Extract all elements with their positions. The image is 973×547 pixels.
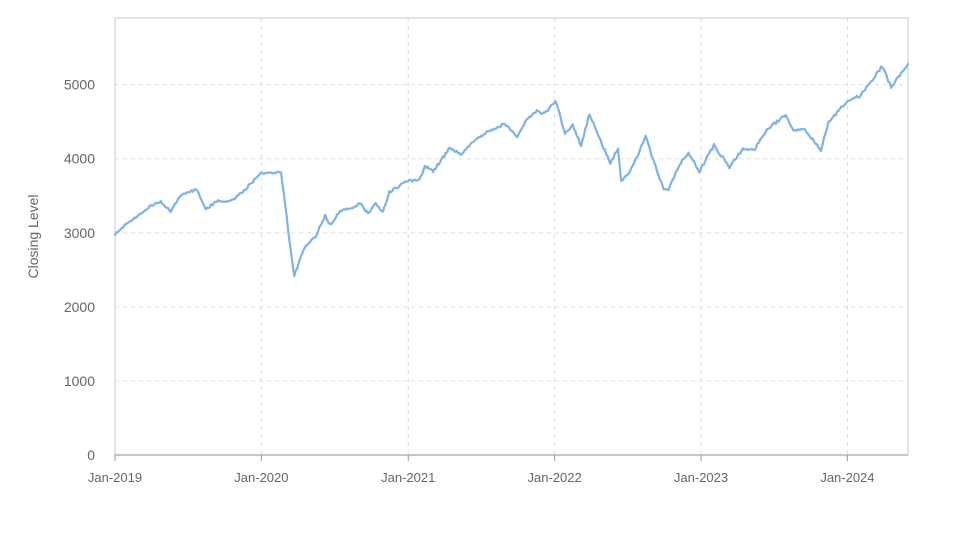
x-tick-label: Jan-2023 bbox=[674, 470, 728, 485]
x-tick-label: Jan-2024 bbox=[820, 470, 874, 485]
series-line bbox=[113, 62, 910, 278]
x-tick-label: Jan-2022 bbox=[528, 470, 582, 485]
grid-layer bbox=[115, 18, 908, 455]
x-tick-label: Jan-2020 bbox=[234, 470, 288, 485]
y-tick-label: 3000 bbox=[64, 225, 95, 241]
y-axis-title: Closing Level bbox=[25, 194, 41, 278]
series-layer bbox=[113, 62, 910, 278]
plot-border bbox=[114, 17, 909, 456]
x-tick-label: Jan-2019 bbox=[88, 470, 142, 485]
y-tick-label: 4000 bbox=[64, 151, 95, 167]
plot-frame bbox=[114, 17, 909, 456]
y-tick-label: 2000 bbox=[64, 299, 95, 315]
y-tick-label: 5000 bbox=[64, 77, 95, 93]
y-tick-label: 1000 bbox=[64, 373, 95, 389]
x-tick-label: Jan-2021 bbox=[381, 470, 435, 485]
axis-layer: 0 1000 2000 3000 4000 5000 Jan-2019 Jan-2020 Jan… bbox=[64, 77, 908, 485]
y-tick-label: 0 bbox=[87, 447, 95, 463]
